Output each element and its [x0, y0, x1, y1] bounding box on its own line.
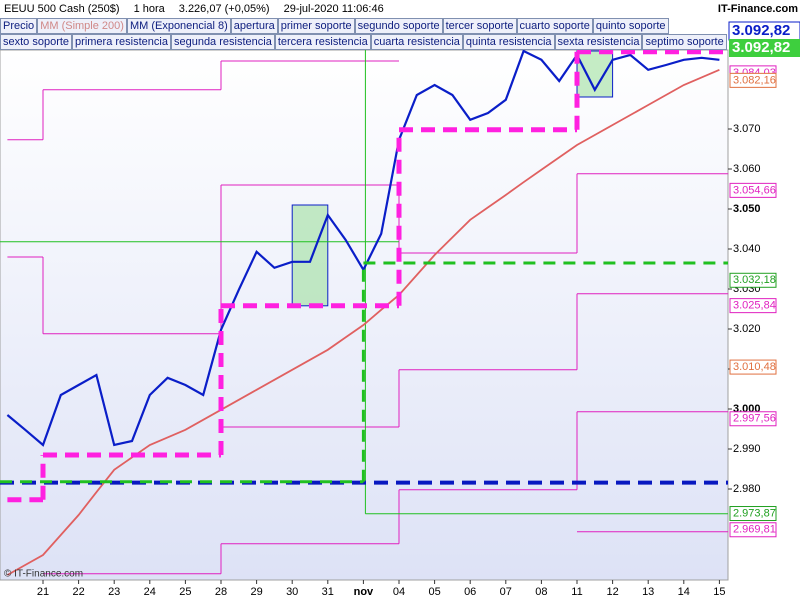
x-tick-label: 04 [393, 586, 405, 598]
x-tick-label: 06 [464, 586, 476, 598]
price-label-box [729, 72, 777, 88]
x-tick-label: 12 [606, 586, 618, 598]
legend-item[interactable]: MM (Exponencial 8) [126, 18, 231, 34]
x-tick-label: 29 [250, 586, 262, 598]
price-label: 3.032,18 [733, 274, 776, 286]
x-tick-label: 23 [108, 586, 120, 598]
last-price: 3.092,82 [732, 22, 790, 39]
header: EEUU 500 Cash (250$) 1 hora 3.226,07 (+0,0… [0, 0, 800, 18]
price-label-box [729, 182, 777, 198]
brand: IT-Finance.com [717, 3, 798, 15]
legend: Precio MM (Simple 200) MM (Exponencial 8) a… [0, 18, 728, 50]
price-label-box [729, 411, 777, 427]
legend-item[interactable]: cuarto soporte [516, 18, 593, 34]
x-tick-label: 28 [215, 586, 227, 598]
price-label: 3.054,66 [733, 184, 776, 196]
range-box [576, 50, 614, 98]
y-tick-label: 3.050 [733, 203, 761, 215]
price-label-box [729, 272, 777, 288]
x-tick-label: 24 [144, 586, 156, 598]
x-tick-label: 07 [500, 586, 512, 598]
period: 1 hora [133, 3, 165, 15]
last-price-box [729, 39, 800, 57]
legend-item[interactable]: primera resistencia [72, 34, 171, 50]
footer: © IT-Finance.com [4, 569, 83, 580]
price-label: 2.997,56 [733, 413, 776, 425]
x-tick-label: 15 [713, 586, 725, 598]
y-tick-label: 3.060 [733, 163, 761, 175]
x-tick-label: 13 [642, 586, 654, 598]
x-tick-label: 21 [37, 586, 49, 598]
price-label: 2.973,87 [733, 507, 776, 519]
legend-item[interactable]: cuarta resistencia [370, 34, 463, 50]
range-box [291, 204, 329, 307]
y-tick-label: 2.990 [733, 443, 761, 455]
price-label-box [729, 506, 777, 522]
y-tick-label: 2.980 [733, 483, 761, 495]
legend-item[interactable]: Precio [0, 18, 38, 34]
price-label: 3.025,84 [733, 300, 776, 312]
x-tick-label: 08 [535, 586, 547, 598]
legend-item[interactable]: sexta resistencia [554, 34, 643, 50]
legend-item[interactable]: segunda resistencia [170, 34, 275, 50]
x-tick-label: 14 [678, 586, 690, 598]
x-tick-label: 25 [179, 586, 191, 598]
legend-item[interactable]: MM (Simple 200) [37, 18, 127, 34]
price-label-box [729, 298, 777, 314]
legend-item[interactable]: septimo soporte [642, 34, 727, 50]
price-label-box [729, 522, 777, 538]
price-label: 3.082,16 [733, 74, 776, 86]
legend-item[interactable]: quinto soporte [592, 18, 669, 34]
x-tick-label: 30 [286, 586, 298, 598]
y-tick-label: 3.020 [733, 323, 761, 335]
last-price: 3.092,82 [732, 39, 790, 56]
y-tick-label: 3.040 [733, 243, 761, 255]
x-tick-label: 05 [428, 586, 440, 598]
legend-item[interactable]: primer soporte [277, 18, 355, 34]
legend-item[interactable]: segundo soporte [354, 18, 443, 34]
price-label: 3.010,48 [733, 361, 776, 373]
legend-item[interactable]: tercer soporte [442, 18, 517, 34]
sma-line [6, 68, 720, 576]
legend-item[interactable]: quinta resistencia [462, 34, 555, 50]
y-tick-label: 3.070 [733, 123, 761, 135]
datetime: 29-jul-2020 11:06:46 [283, 3, 384, 15]
x-tick-label: 31 [322, 586, 334, 598]
x-tick-label: 22 [72, 586, 84, 598]
price-label-box [729, 359, 777, 375]
legend-item[interactable]: tercera resistencia [274, 34, 371, 50]
legend-item[interactable]: sexto soporte [0, 34, 73, 50]
price-label: 2.969,81 [733, 524, 776, 536]
instrument: EEUU 500 Cash (250$) [4, 3, 120, 15]
x-tick-label: 11 [571, 586, 582, 598]
quote: 3.226,07 (+0,05%) [178, 3, 270, 15]
x-tick-label: nov [354, 586, 374, 598]
legend-item[interactable]: apertura [230, 18, 278, 34]
